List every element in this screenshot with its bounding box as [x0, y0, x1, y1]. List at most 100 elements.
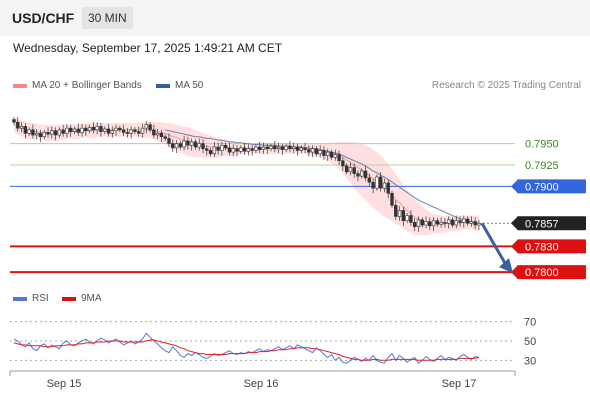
candle-body: [65, 127, 69, 134]
rsi-level-label-50: 50: [524, 336, 536, 348]
candle-body: [416, 219, 421, 228]
candle-body: [378, 176, 383, 189]
legend-ma20: MA 20 + Bollinger Bands: [13, 80, 142, 91]
rsi-swatch: [13, 296, 27, 301]
candle-body: [450, 219, 455, 226]
candle-body: [103, 128, 107, 132]
candle-body: [69, 127, 73, 132]
legend-ma50-label: MA 50: [175, 80, 204, 91]
candle-body: [140, 127, 145, 134]
timestamp: Wednesday, September 17, 2025 1:49:21 AM…: [13, 41, 283, 55]
candle-body: [212, 146, 217, 155]
candle-body: [424, 221, 428, 226]
level-label-0.7800: 0.7800: [525, 267, 559, 279]
level-tag-0.7857: [517, 216, 586, 231]
candle-body: [50, 130, 54, 135]
candle-body: [201, 143, 205, 150]
level-tag-0.7830: [517, 239, 586, 254]
candle-body: [446, 219, 451, 224]
candle-body: [405, 215, 409, 222]
candle-body: [477, 222, 481, 226]
candle-body: [333, 154, 337, 158]
candle-body: [19, 126, 24, 129]
bollinger-bands: [14, 117, 479, 236]
candle-body: [462, 218, 466, 223]
candle-body: [129, 129, 133, 134]
candle-body: [280, 146, 285, 150]
candle-body: [27, 129, 31, 134]
candle-body: [189, 141, 194, 146]
level-tag-pointer-0.7900: [511, 179, 518, 194]
ma50-line: [165, 129, 480, 224]
candle-body: [265, 146, 269, 150]
candle-body: [159, 132, 164, 138]
candle-body: [34, 132, 39, 136]
candle-body: [46, 132, 50, 135]
candle-body: [254, 146, 258, 151]
candle-body: [382, 182, 387, 189]
candle-body: [121, 129, 126, 133]
candle-body: [23, 126, 28, 134]
legend-ma20-label: MA 20 + Bollinger Bands: [32, 80, 142, 91]
candle-body: [186, 140, 190, 146]
candle-body: [31, 129, 35, 136]
level-label-0.7830: 0.7830: [525, 241, 559, 253]
candle-body: [239, 147, 243, 152]
candle-body: [284, 145, 288, 150]
candle-body: [386, 182, 390, 194]
candle-body: [454, 220, 458, 226]
candle-body: [227, 147, 232, 153]
candle-body: [341, 160, 345, 167]
legend-ma50: MA 50: [156, 80, 203, 91]
candle-body: [61, 129, 65, 134]
candle-body: [84, 127, 88, 132]
candle-body: [163, 136, 167, 139]
level-tag-pointer-0.7830: [511, 239, 518, 254]
level-tag-0.7900: [517, 179, 586, 194]
timeframe-badge[interactable]: 30 MIN: [82, 7, 133, 29]
candle-body: [337, 154, 341, 162]
candle-body: [443, 222, 447, 224]
x-tick-label-Sep-17: Sep 17: [442, 378, 477, 390]
candle-body: [292, 146, 296, 150]
candle-body: [269, 145, 273, 150]
candle-body: [307, 149, 311, 153]
candle-body: [125, 132, 130, 134]
rsi-level-label-30: 30: [524, 355, 536, 367]
candle-body: [458, 220, 462, 223]
candle-body: [465, 218, 470, 224]
candle-body: [178, 143, 183, 148]
candle-body: [273, 145, 277, 150]
candle-body: [80, 127, 84, 133]
candle-body: [193, 141, 198, 148]
candle-body: [72, 128, 77, 132]
candle-body: [352, 167, 356, 174]
candle-body: [148, 124, 152, 131]
candle-body: [314, 148, 319, 155]
candle-body: [216, 146, 220, 151]
candle-body: [473, 221, 477, 226]
level-tag-0.7800: [517, 265, 586, 280]
candle-body: [152, 129, 156, 136]
candle-body: [137, 131, 141, 134]
candle-body: [95, 126, 99, 131]
level-label-0.7857: 0.7857: [525, 218, 559, 230]
level-tag-pointer-0.7800: [511, 265, 518, 280]
legend-rsi9: 9MA: [62, 293, 102, 304]
candle-body: [110, 130, 114, 134]
candle-body: [208, 150, 213, 155]
candle-body: [431, 220, 436, 227]
candle-body: [171, 143, 175, 149]
candle-body: [394, 204, 398, 217]
level-label-0.7950: 0.7950: [525, 139, 559, 151]
candle-body: [348, 167, 353, 173]
candle-body: [42, 132, 46, 138]
legend-rsi-label: RSI: [32, 293, 49, 304]
rsi-level-label-70: 70: [524, 317, 536, 329]
candle-body: [329, 151, 334, 158]
forecast-arrow-line: [480, 222, 507, 264]
candle-body: [257, 146, 262, 150]
candle-body: [87, 126, 92, 132]
forecast-arrow-head: [499, 258, 513, 274]
